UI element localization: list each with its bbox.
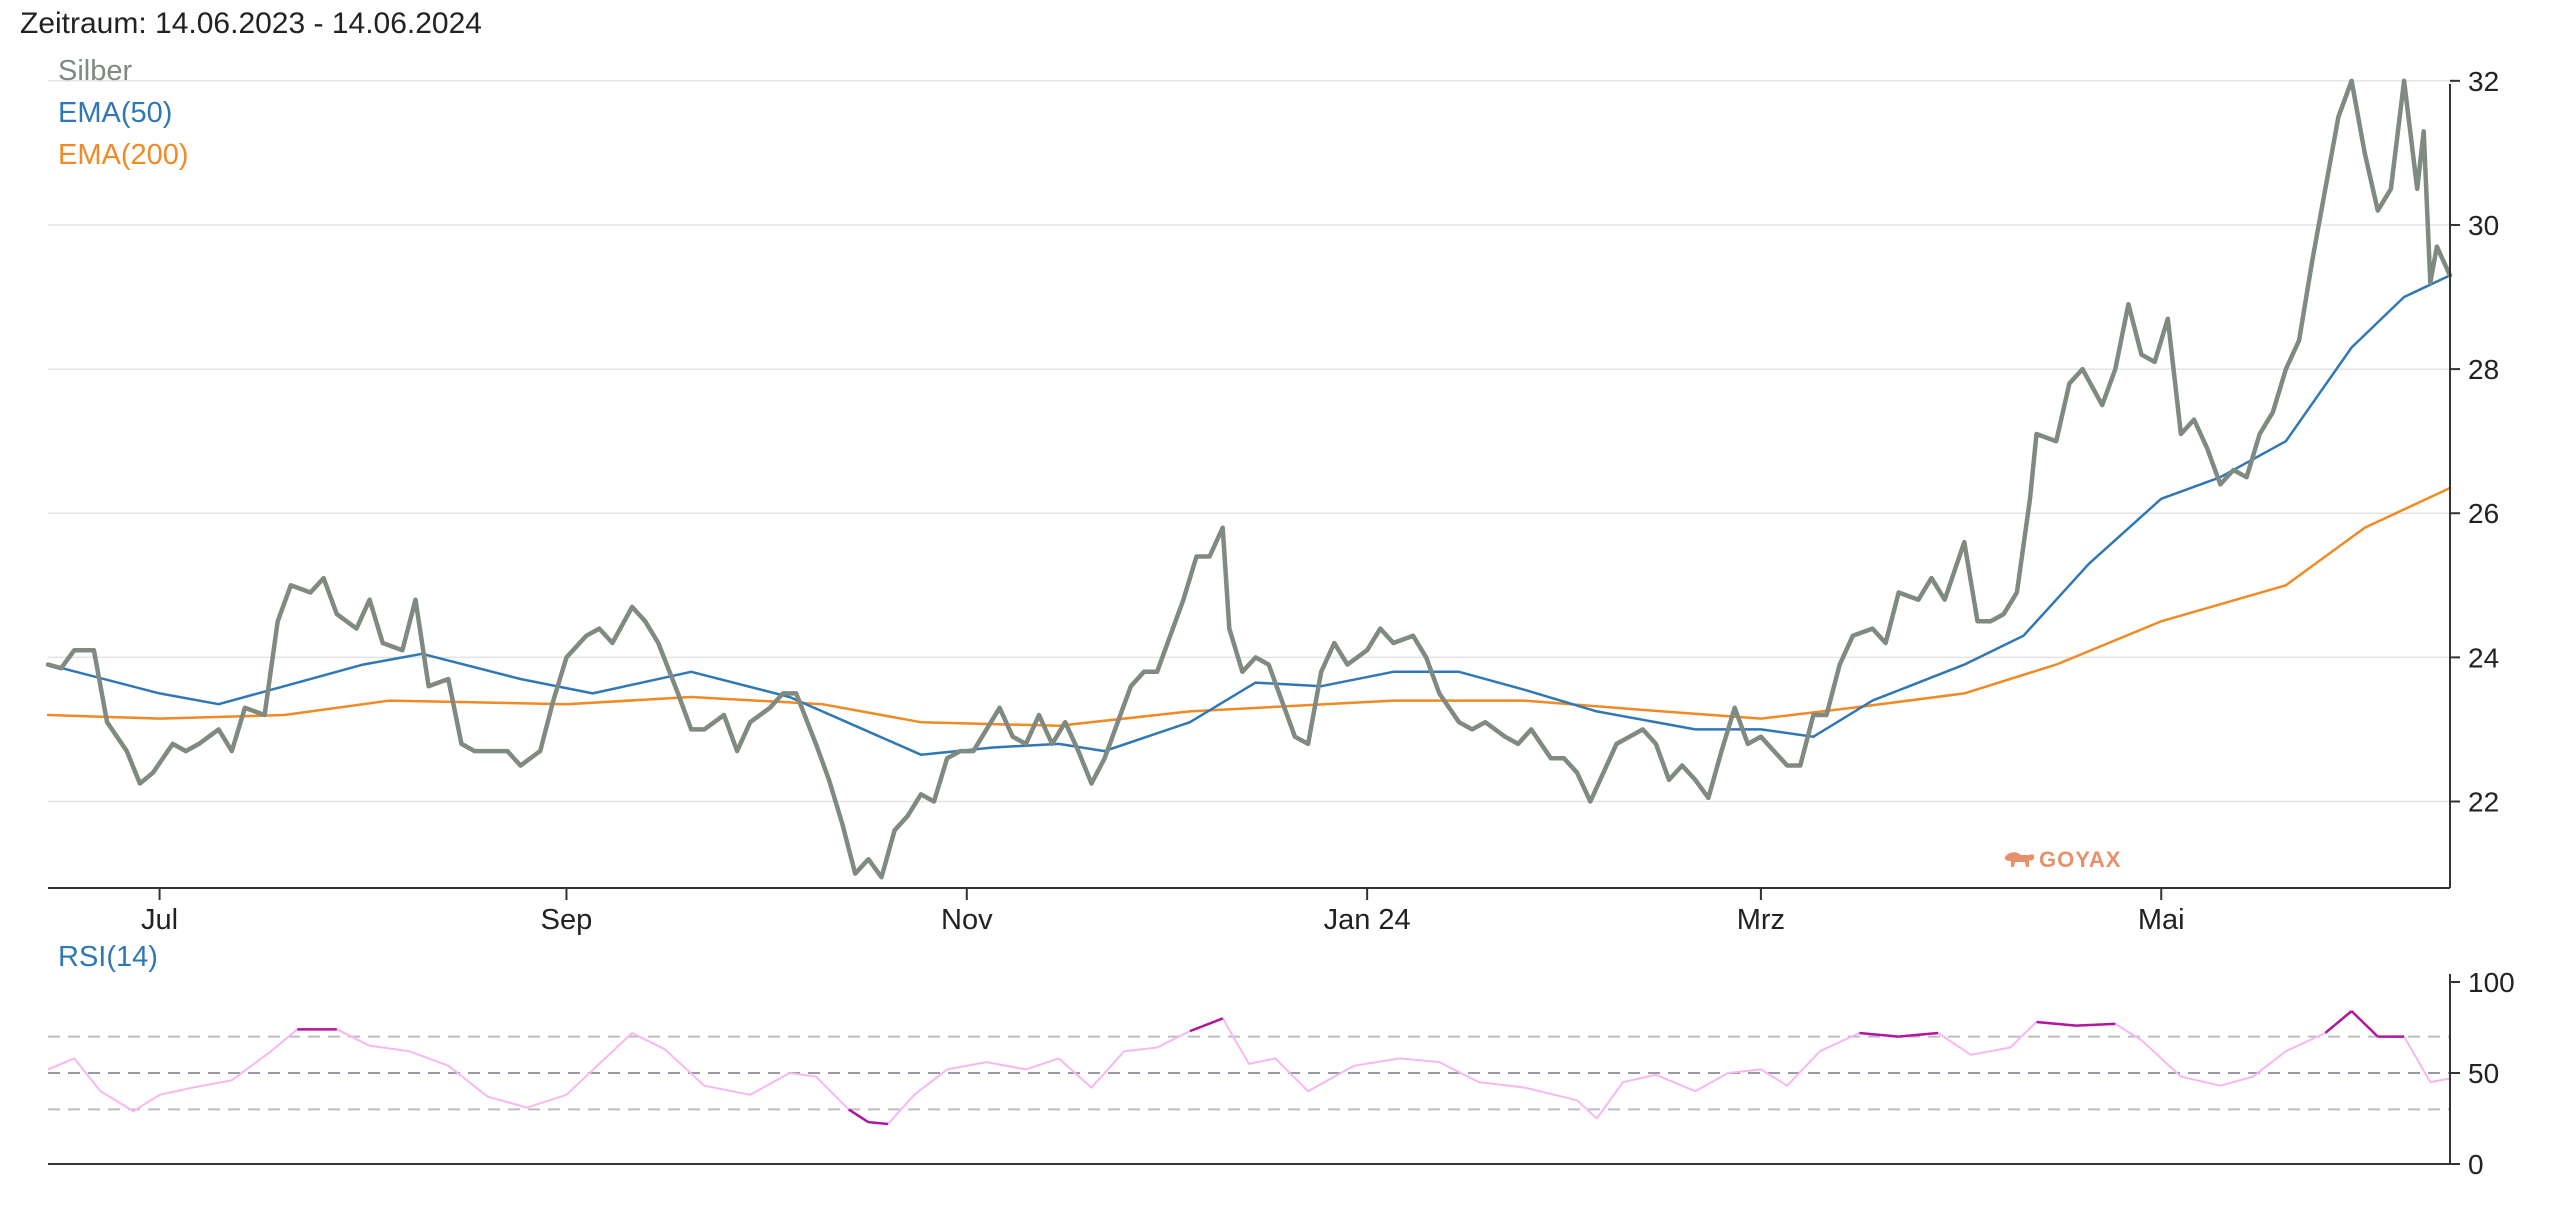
xtick-label: Nov xyxy=(941,904,993,936)
ytick-label-26: 26 xyxy=(2468,498,2499,529)
rsi-extreme-segment xyxy=(2350,1010,2379,1038)
rsi-series xyxy=(47,1010,2451,1126)
rsi-extreme-segment xyxy=(2036,1020,2077,1027)
series-line-ema-200- xyxy=(46,486,2452,728)
series-line-silber xyxy=(45,78,2453,880)
xtick-label: Mai xyxy=(2138,904,2185,936)
ytick-label-22: 22 xyxy=(2468,787,2499,818)
rsi-ytick-label-100: 100 xyxy=(2468,967,2515,998)
legend: Silber EMA(50) EMA(200) xyxy=(58,55,189,171)
xtick-label: Jul xyxy=(141,904,178,936)
legend-ema200: EMA(200) xyxy=(58,139,189,171)
legend-silber: Silber xyxy=(58,55,132,87)
rsi-ytick-label-0: 0 xyxy=(2468,1149,2484,1180)
ytick-label-24: 24 xyxy=(2468,642,2499,673)
rsi-extreme-segment xyxy=(1859,1031,1899,1038)
rsi-axes: 0 50 100 xyxy=(48,967,2515,1180)
rsi-guides xyxy=(48,1035,2450,1111)
main-gridlines xyxy=(48,80,2450,803)
ytick-label-30: 30 xyxy=(2468,210,2499,241)
period-label: Zeitraum: 14.06.2023 - 14.06.2024 xyxy=(20,7,482,40)
legend-ema50: EMA(50) xyxy=(58,97,172,129)
xtick-label: Mrz xyxy=(1737,904,1785,936)
rsi-extreme-segment xyxy=(2324,1010,2353,1034)
xtick-label: Jan 24 xyxy=(1324,904,1411,936)
rsi-extreme-segment xyxy=(2075,1022,2116,1027)
series-line-ema-50- xyxy=(46,274,2452,756)
logo-text: GOYAX xyxy=(2039,847,2121,872)
main-series xyxy=(45,78,2453,880)
xtick-label: Sep xyxy=(541,904,593,936)
rsi-ytick-label-50: 50 xyxy=(2468,1058,2499,1089)
ytick-label-28: 28 xyxy=(2468,354,2499,385)
goyax-logo: GOYAX xyxy=(2004,847,2121,872)
bull-icon xyxy=(2004,852,2035,867)
rsi-extreme-segment xyxy=(1898,1031,1939,1038)
rsi-extreme-segment xyxy=(868,1120,889,1126)
ytick-label-32: 32 xyxy=(2468,66,2499,97)
rsi-line xyxy=(47,1010,2451,1125)
main-axes: 22 24 26 28 30 32 Jul Sep Nov Jan 24 Mrz Mai xyxy=(48,66,2499,936)
rsi-extreme-segment xyxy=(847,1108,870,1124)
rsi-extreme-segment xyxy=(1189,1017,1224,1033)
rsi-title: RSI(14) xyxy=(58,941,158,973)
